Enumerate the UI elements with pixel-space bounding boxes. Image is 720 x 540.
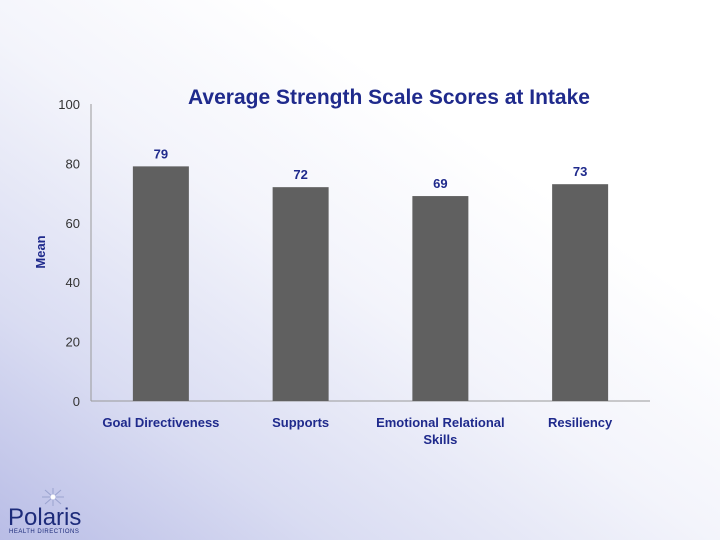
y-axis-label: Mean xyxy=(33,235,48,268)
data-label: 69 xyxy=(433,176,447,191)
y-tick-label: 80 xyxy=(66,156,80,171)
x-tick-label: Supports xyxy=(272,415,329,430)
y-tick-label: 40 xyxy=(66,275,80,290)
data-label: 79 xyxy=(154,146,168,161)
bar xyxy=(552,184,609,401)
polaris-logo: Polaris HEALTH DIRECTIONS xyxy=(6,486,96,538)
bar xyxy=(132,166,189,401)
bar xyxy=(412,196,469,401)
y-tick-label: 60 xyxy=(66,216,80,231)
x-tick-label: Skills xyxy=(423,432,457,447)
logo-tagline: HEALTH DIRECTIONS xyxy=(9,529,80,535)
star-icon xyxy=(42,488,64,506)
x-tick-label: Emotional Relational xyxy=(376,415,505,430)
logo-name: Polaris xyxy=(8,504,82,531)
x-tick-label: Goal Directiveness xyxy=(102,415,219,430)
chart-title: Average Strength Scale Scores at Intake xyxy=(188,86,590,109)
data-label: 73 xyxy=(573,164,587,179)
x-tick-label: Resiliency xyxy=(548,415,613,430)
y-tick-label: 0 xyxy=(73,394,80,409)
y-tick-label: 20 xyxy=(66,335,80,350)
data-label: 72 xyxy=(293,167,307,182)
y-tick-label: 100 xyxy=(58,97,80,112)
bar xyxy=(272,187,329,401)
